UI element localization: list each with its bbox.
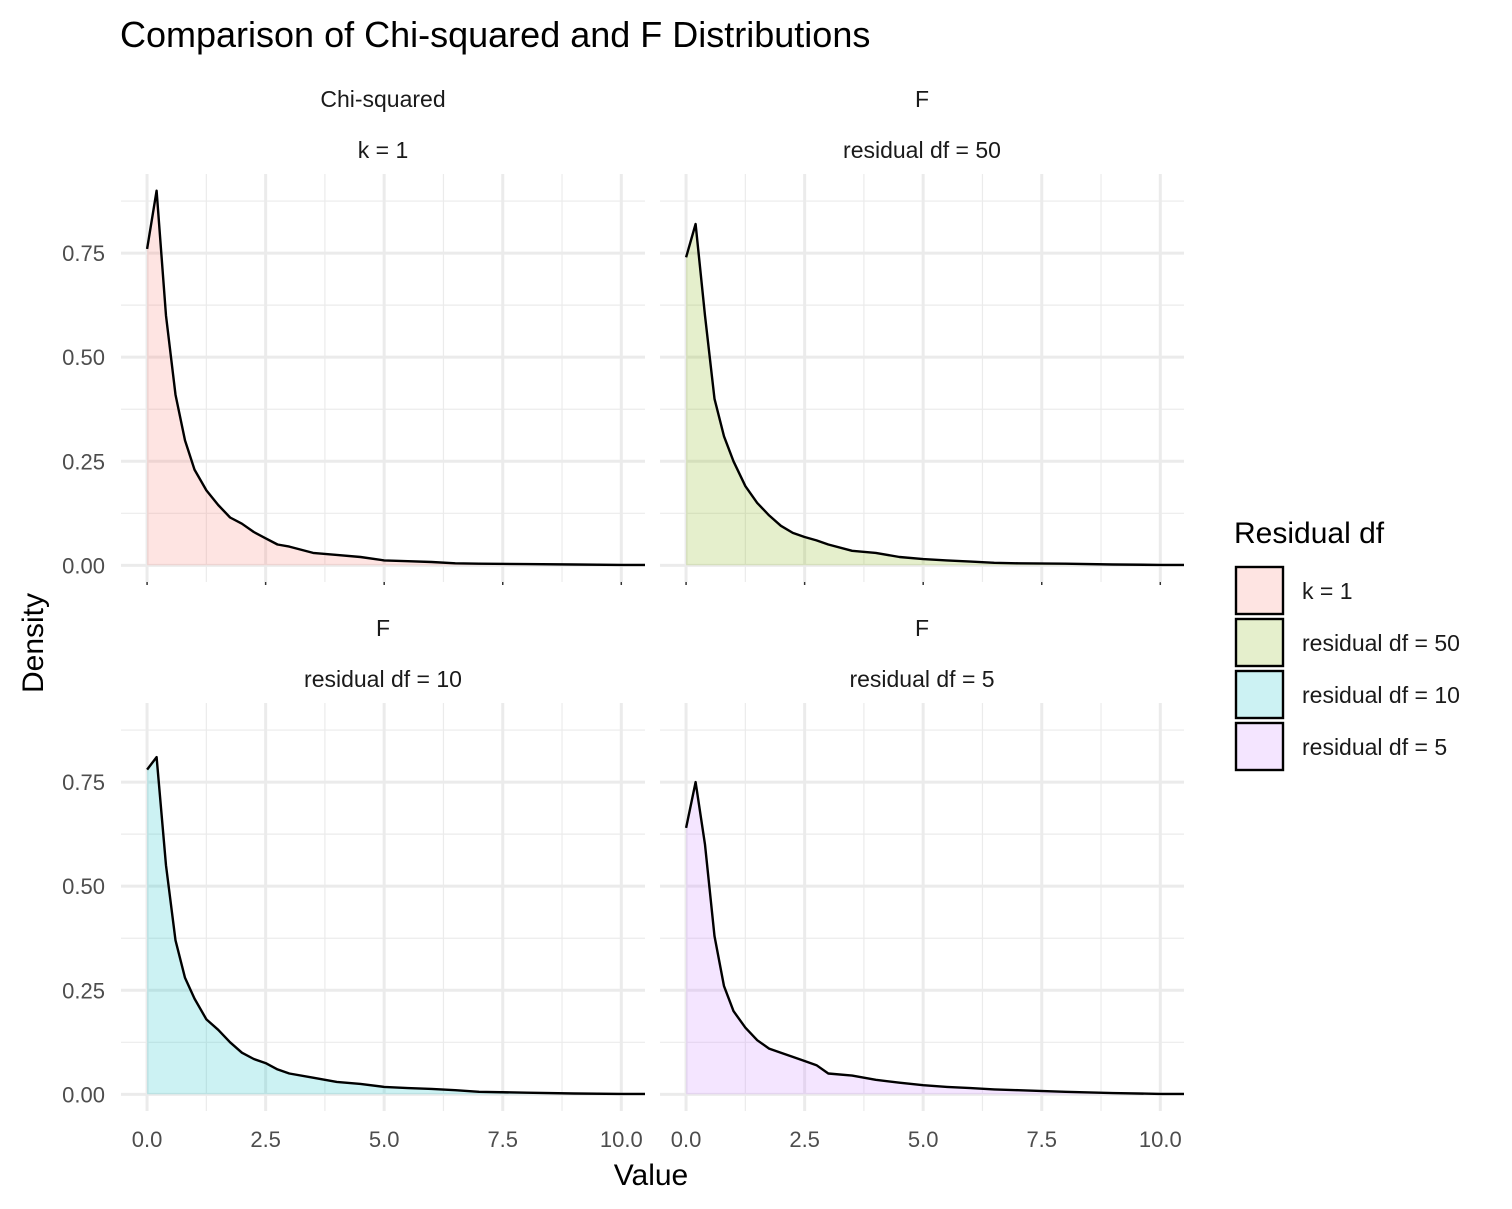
strip-label-top: F — [915, 615, 929, 641]
legend-label: residual df = 5 — [1302, 734, 1447, 760]
strip-label-bottom: residual df = 5 — [849, 666, 994, 692]
x-tick-label: 5.0 — [908, 1127, 939, 1152]
legend-item: residual df = 10 — [1234, 669, 1460, 720]
x-tick-label: 5.0 — [369, 1127, 400, 1152]
x-tick-label: 2.5 — [250, 1127, 281, 1152]
legend-key-swatch — [1234, 669, 1285, 720]
x-tick-label: 0.0 — [671, 1127, 702, 1152]
strip-label-top: F — [915, 86, 929, 112]
legend-key-swatch — [1234, 721, 1285, 772]
y-tick-label: 0.75 — [62, 241, 105, 266]
legend: Residual df k = 1 residual df = 50 residua… — [1234, 517, 1460, 772]
density-area — [147, 757, 645, 1095]
y-tick-label: 0.25 — [62, 449, 105, 474]
x-tick-label: 10.0 — [1139, 1127, 1182, 1152]
density-line — [684, 222, 1184, 567]
strip-label-bottom: residual df = 50 — [843, 137, 1001, 163]
legend-item: k = 1 — [1234, 565, 1353, 616]
panel-1: Chi-squared k = 1 0.00 0.25 0.50 0.75 — [62, 86, 645, 585]
legend-label: residual df = 50 — [1302, 630, 1460, 656]
strip-label-top: F — [376, 615, 390, 641]
legend-key-bg — [1236, 671, 1283, 718]
strip-label-bottom: k = 1 — [358, 137, 409, 163]
strip-label-bottom: residual df = 10 — [304, 666, 462, 692]
x-tick-label: 2.5 — [789, 1127, 820, 1152]
density-area — [686, 782, 1184, 1095]
chart-title: Comparison of Chi-squared and F Distribu… — [120, 14, 870, 55]
strip-label-top: Chi-squared — [320, 86, 445, 112]
density-line — [684, 780, 1184, 1096]
x-axis-title: Value — [614, 1159, 689, 1192]
x-tick-label: 10.0 — [600, 1127, 643, 1152]
density-line — [145, 189, 645, 567]
y-tick-label: 0.25 — [62, 978, 105, 1003]
x-tick-label: 7.5 — [487, 1127, 518, 1152]
legend-label: k = 1 — [1302, 578, 1353, 604]
y-tick-label: 0.00 — [62, 553, 105, 578]
legend-label: residual df = 10 — [1302, 682, 1460, 708]
x-tick-label: 0.0 — [132, 1127, 163, 1152]
density-line — [146, 755, 645, 1096]
legend-item: residual df = 50 — [1234, 617, 1460, 668]
density-area — [686, 224, 1184, 566]
legend-key-swatch — [1234, 565, 1285, 616]
y-axis-title: Density — [17, 593, 50, 693]
legend-key-swatch — [1234, 617, 1285, 668]
legend-item: residual df = 5 — [1234, 721, 1447, 772]
x-tick-label: 7.5 — [1026, 1127, 1057, 1152]
density-area — [147, 190, 645, 566]
legend-key-bg — [1236, 567, 1283, 614]
y-tick-label: 0.50 — [62, 345, 105, 370]
legend-key-bg — [1236, 619, 1283, 666]
y-tick-label: 0.50 — [62, 874, 105, 899]
y-tick-label: 0.00 — [62, 1082, 105, 1107]
legend-key-bg — [1236, 723, 1283, 770]
y-tick-label: 0.75 — [62, 770, 105, 795]
legend-title: Residual df — [1234, 517, 1385, 550]
